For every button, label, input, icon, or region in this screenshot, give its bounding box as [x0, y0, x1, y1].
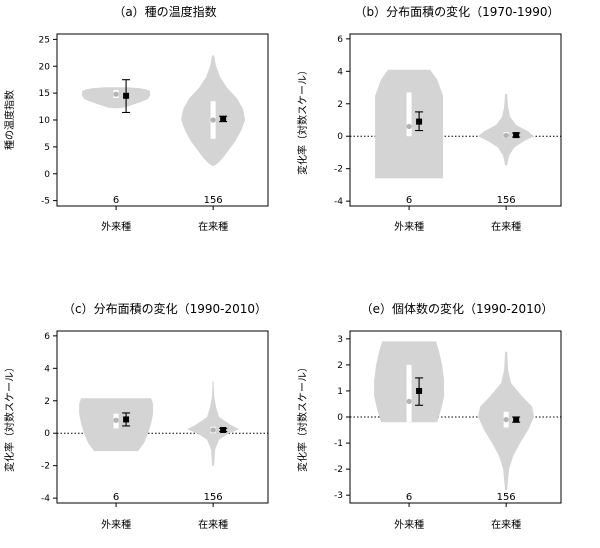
y-tick-label: 4: [44, 364, 50, 374]
median-point: [406, 123, 412, 130]
panel-title: （a）種の温度指数: [113, 4, 216, 19]
sample-size-label: 6: [113, 492, 119, 503]
plot-frame: [56, 330, 269, 504]
y-tick-label: 4: [337, 67, 343, 77]
category-label: 在来種: [491, 220, 521, 233]
y-tick-label: 3: [337, 335, 343, 345]
category-label: 外来種: [394, 220, 424, 233]
category-label: 外来種: [394, 518, 424, 531]
panel-title: （c）分布面積の変化（1990-2010）: [63, 301, 267, 316]
median-point: [406, 398, 412, 404]
median-point: [210, 427, 216, 433]
category-label: 在来種: [491, 518, 521, 531]
y-tick-label: 1: [337, 387, 343, 397]
sample-size-label: 6: [406, 195, 412, 206]
y-tick-label: 6: [337, 35, 343, 45]
median-point: [210, 117, 216, 123]
y-axis-label: 変化率（対数スケール）: [3, 362, 16, 472]
mean-point: [416, 387, 423, 394]
y-tick-label: 0: [44, 429, 50, 439]
median-point: [113, 417, 119, 423]
sample-size-label: 6: [406, 492, 412, 503]
median-point: [503, 132, 509, 139]
y-tick-label: -4: [41, 494, 50, 504]
mean-point: [513, 416, 520, 423]
y-tick-label: -5: [41, 197, 50, 207]
y-tick-label: 2: [337, 100, 343, 110]
y-tick-label: -2: [334, 465, 343, 475]
y-tick-label: 2: [337, 361, 343, 371]
panel-b: （b）分布面積の変化（1970-1990） 変化率（対数スケール） -4 -2 0 2 4 6…: [296, 4, 562, 233]
y-tick-label: 5: [44, 143, 50, 153]
mean-point: [416, 118, 423, 125]
violin-1: [478, 94, 535, 166]
y-tick-label: 15: [39, 89, 50, 99]
violin-1: [187, 381, 240, 466]
y-tick-label: -2: [334, 165, 343, 175]
sample-size-label: 156: [497, 492, 516, 503]
panel-e: （e）個体数の変化（1990-2010） 変化率（対数スケール） -3 -2 -1 0 1 2…: [296, 301, 562, 531]
y-tick-label: 2: [44, 397, 50, 407]
mean-point: [220, 115, 227, 122]
category-label: 在来種: [198, 220, 228, 233]
y-tick-label: 0: [44, 170, 50, 180]
panel-title: （e）個体数の変化（1990-2010）: [361, 301, 554, 316]
y-tick-label: 6: [44, 332, 50, 342]
y-axis-label: 変化率（対数スケール）: [296, 65, 309, 175]
y-tick-label: 0: [337, 413, 343, 423]
y-axis-label: 変化率（対数スケール）: [296, 362, 309, 472]
plot-frame: [349, 33, 562, 207]
y-tick-label: -4: [334, 197, 343, 207]
mean-point: [220, 426, 227, 433]
sample-size-label: 156: [497, 195, 516, 206]
category-label: 外来種: [101, 518, 131, 531]
y-axis-label: 種の温度指数: [3, 90, 16, 150]
y-tick-label: -1: [334, 439, 343, 449]
category-label: 外来種: [101, 220, 131, 233]
sample-size-label: 156: [204, 195, 223, 206]
mean-point: [123, 416, 130, 423]
median-point: [503, 417, 509, 423]
y-tick-label: 20: [39, 62, 51, 72]
iqr-box: [406, 92, 412, 137]
panel-c: （c）分布面積の変化（1990-2010） 変化率（対数スケール） -4 -2 0 2 4 6…: [3, 301, 269, 531]
y-tick-label: -2: [41, 462, 50, 472]
mean-point: [513, 132, 520, 139]
mean-point: [123, 92, 130, 99]
sample-size-label: 6: [113, 195, 119, 206]
category-label: 在来種: [198, 518, 228, 531]
panel-title: （b）分布面積の変化（1970-1990）: [354, 4, 559, 19]
median-point: [113, 91, 119, 97]
sample-size-label: 156: [204, 492, 223, 503]
y-tick-label: -3: [334, 491, 343, 501]
iqr-box: [406, 364, 412, 423]
y-tick-label: 10: [39, 116, 51, 126]
y-tick-label: 25: [39, 35, 50, 45]
y-tick-label: 0: [337, 132, 343, 142]
